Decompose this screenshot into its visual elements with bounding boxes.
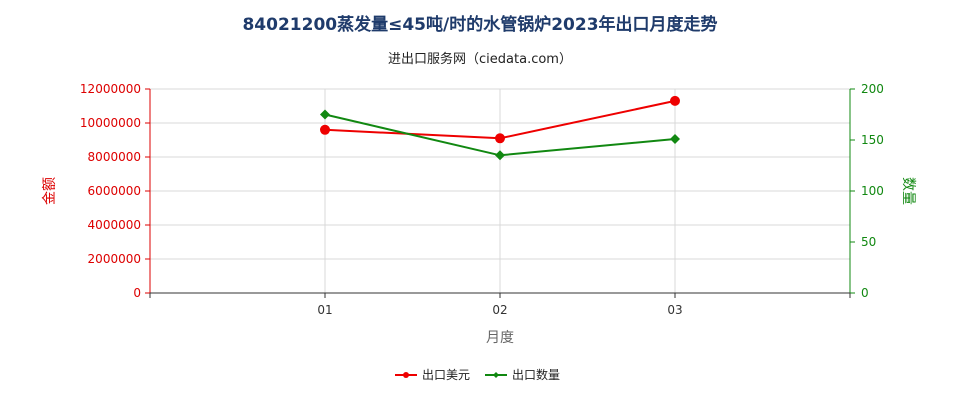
data-point (670, 133, 680, 144)
y-axis-left-label: 金额 (42, 177, 58, 205)
x-axis-label: 月度 (486, 330, 514, 346)
y-left-tick-label: 0 (133, 286, 141, 300)
legend-label: 出口美元 (422, 368, 470, 382)
legend-marker (403, 372, 409, 378)
y-left-tick-label: 8000000 (88, 150, 141, 164)
y-left-tick-label: 10000000 (80, 116, 141, 130)
y-left-tick-label: 4000000 (88, 218, 141, 232)
legend-marker (493, 372, 499, 378)
x-tick-label: 02 (492, 303, 507, 317)
right-axis-ticks: 0 50 100 150 200 (850, 82, 884, 300)
legend-label: 出口数量 (512, 367, 560, 382)
y-left-tick-label: 12000000 (80, 82, 141, 96)
y-right-tick-label: 200 (861, 82, 884, 96)
data-point (495, 150, 505, 161)
y-right-tick-label: 0 (861, 286, 869, 300)
y-right-tick-label: 100 (861, 184, 884, 198)
data-point (320, 124, 330, 135)
y-left-tick-label: 6000000 (88, 184, 141, 198)
chart-subtitle: 进出口服务网（ciedata.com） (388, 51, 572, 67)
chart-title: 84021200蒸发量≤45吨/时的水管锅炉2023年出口月度走势 (242, 14, 717, 35)
data-point (670, 95, 680, 106)
left-axis-ticks: 0 2000000 4000000 6000000 8000000 10000000 120… (80, 82, 150, 300)
grid-lines (150, 88, 851, 293)
data-point (495, 133, 505, 144)
data-point (320, 109, 330, 120)
x-tick-label: 03 (667, 303, 682, 317)
y-left-tick-label: 2000000 (88, 252, 141, 266)
legend: 出口美元 出口数量 (395, 367, 560, 382)
y-right-tick-label: 50 (861, 235, 876, 249)
y-right-tick-label: 150 (861, 133, 884, 147)
series-layer (320, 95, 680, 161)
x-tick-label: 01 (317, 303, 332, 317)
y-axis-right-label: 数量 (900, 177, 916, 205)
x-axis-ticks: 01 02 03 (149, 293, 851, 317)
